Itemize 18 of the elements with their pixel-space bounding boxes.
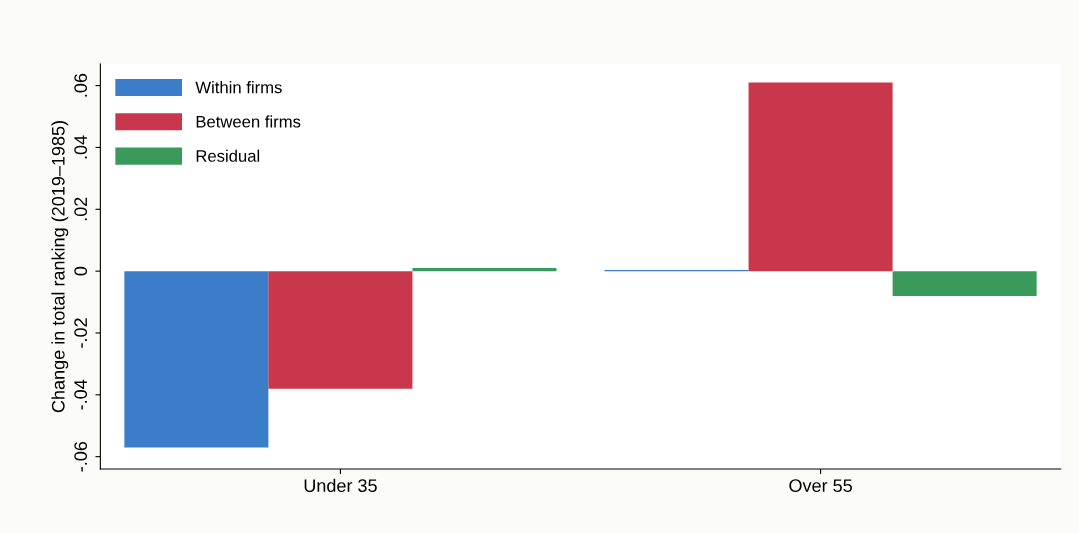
y-tick-label: 0	[74, 266, 88, 276]
y-tick-label: .06	[74, 73, 88, 97]
bar	[412, 268, 557, 272]
legend-label: Residual	[196, 149, 260, 162]
legend-label: Within firms	[195, 81, 282, 94]
y-tick-label: .02	[74, 197, 88, 221]
legend-label: Between firms	[196, 115, 301, 128]
bar	[124, 271, 269, 448]
x-tick-label: Over 55	[789, 479, 852, 493]
bar	[268, 271, 413, 389]
bar	[748, 82, 893, 272]
bar	[892, 271, 1037, 296]
y-tick-label: -.06	[74, 441, 88, 472]
y-axis-title: Change in total ranking (2019–1985)	[51, 121, 69, 413]
y-tick-label: .04	[74, 135, 88, 159]
y-tick-label: -.04	[74, 379, 88, 410]
x-tick-label: Under 35	[304, 478, 377, 493]
y-tick-label: -.02	[74, 318, 88, 348]
